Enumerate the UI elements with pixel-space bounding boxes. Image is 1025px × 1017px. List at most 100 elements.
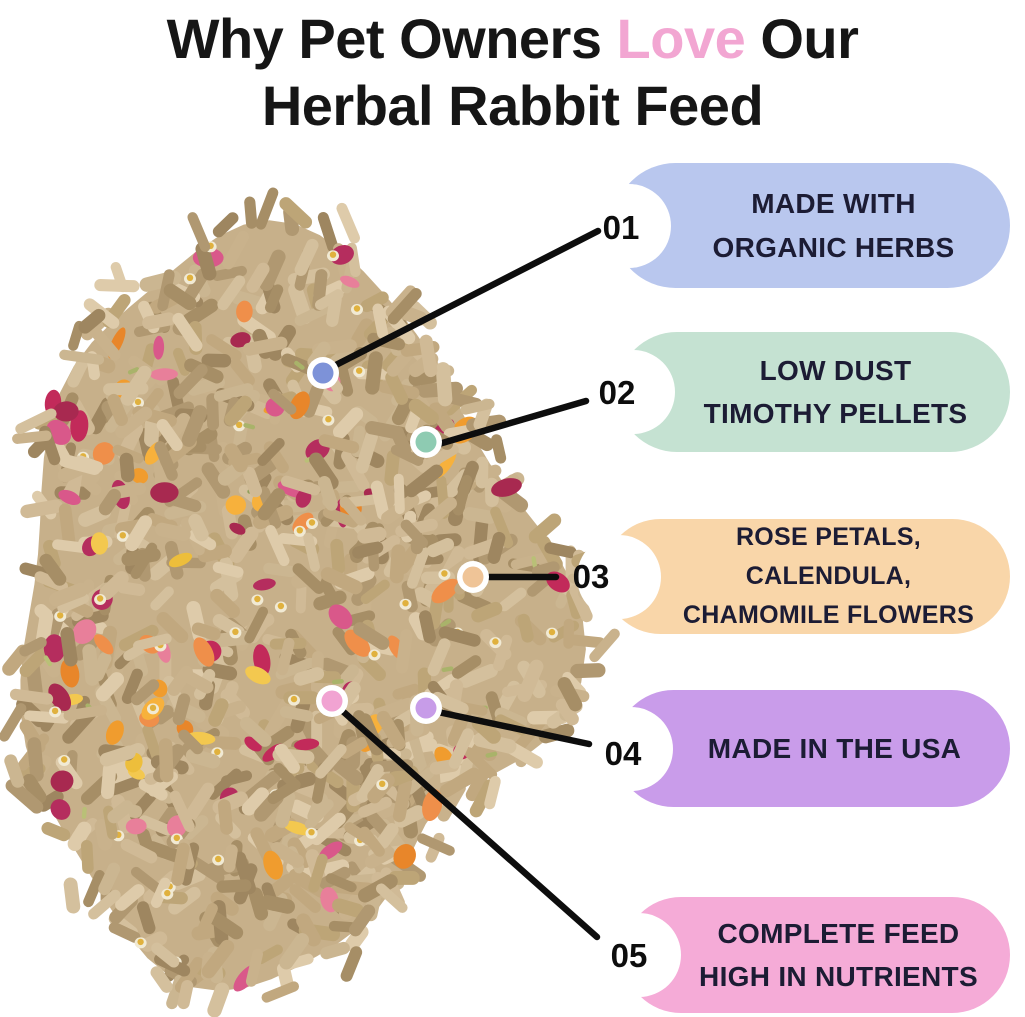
pellet bbox=[201, 939, 235, 979]
pellet bbox=[330, 538, 346, 575]
chamomile-center bbox=[215, 855, 222, 863]
pellet bbox=[385, 371, 409, 405]
pellet bbox=[427, 638, 451, 677]
pellet bbox=[211, 265, 247, 281]
petal bbox=[344, 629, 371, 657]
pellet bbox=[136, 901, 156, 935]
pellet bbox=[150, 877, 171, 908]
pellet bbox=[353, 622, 390, 650]
chamomile-center bbox=[290, 695, 298, 703]
callout-label-line1: MADE WITH bbox=[751, 188, 916, 220]
callout-notch-circle bbox=[597, 913, 681, 997]
callout-label: COMPLETE FEED HIGH IN NUTRIENTS bbox=[623, 897, 1010, 1013]
chamomile-center bbox=[149, 704, 157, 712]
petal bbox=[150, 482, 179, 503]
pellet bbox=[120, 365, 152, 406]
pellet bbox=[183, 815, 209, 840]
pellet bbox=[222, 230, 250, 270]
pellet bbox=[287, 837, 313, 868]
chamomile-center bbox=[371, 650, 378, 658]
pellet bbox=[293, 667, 325, 686]
callout-label-line2: CHAMOMILE FLOWERS bbox=[682, 600, 975, 629]
petal bbox=[294, 738, 320, 751]
pellet bbox=[246, 262, 270, 293]
pellet bbox=[195, 241, 217, 281]
pellet bbox=[57, 593, 90, 614]
petal bbox=[283, 820, 312, 836]
pellet bbox=[182, 268, 210, 304]
callout-pill-low-dust-pellets: LOW DUST TIMOTHY PELLETS bbox=[591, 332, 1010, 452]
pellet bbox=[99, 745, 136, 767]
petal bbox=[48, 683, 72, 712]
petal bbox=[153, 335, 165, 360]
pellet bbox=[276, 637, 295, 676]
pellet bbox=[207, 982, 230, 1017]
pellet bbox=[296, 913, 321, 947]
pellet bbox=[187, 212, 211, 252]
title-line1: Why Pet Owners Love Our bbox=[0, 5, 1025, 72]
chamomile-center bbox=[119, 532, 127, 539]
chamomile-center bbox=[379, 780, 386, 787]
pellet bbox=[5, 779, 44, 814]
pellet bbox=[39, 553, 67, 586]
pellet bbox=[370, 480, 390, 520]
pellet bbox=[270, 842, 305, 868]
pellet bbox=[490, 434, 507, 464]
pellet bbox=[294, 238, 319, 277]
pellet bbox=[267, 779, 301, 805]
pellet bbox=[4, 754, 25, 788]
herb bbox=[441, 666, 454, 673]
callout-label-line2: TIMOTHY PELLETS bbox=[703, 398, 968, 429]
pellet bbox=[493, 634, 513, 671]
petal bbox=[90, 532, 109, 555]
title-text-post: Our bbox=[760, 7, 859, 70]
petal bbox=[50, 770, 74, 792]
pellet bbox=[158, 738, 174, 783]
pellet bbox=[27, 737, 44, 782]
callout-label: MADE IN THE USA bbox=[615, 690, 1010, 807]
petal bbox=[431, 578, 460, 604]
pellet bbox=[83, 870, 106, 908]
pellet bbox=[177, 980, 194, 1010]
pellet bbox=[336, 202, 360, 244]
petal bbox=[131, 468, 149, 484]
pellet bbox=[216, 879, 252, 893]
pellet bbox=[19, 637, 47, 657]
pellet bbox=[110, 261, 128, 293]
pellet bbox=[201, 462, 231, 499]
chamomile-center bbox=[325, 416, 332, 423]
title-text-pre: Why Pet Owners bbox=[166, 7, 602, 70]
pellet bbox=[426, 538, 455, 558]
pellet bbox=[244, 196, 258, 229]
pellet bbox=[355, 430, 378, 474]
pellet bbox=[589, 628, 620, 663]
pellet bbox=[210, 588, 240, 619]
pellet bbox=[100, 762, 117, 800]
pellet bbox=[241, 787, 270, 816]
petal bbox=[105, 720, 124, 745]
pellet bbox=[88, 889, 121, 920]
pellet bbox=[400, 519, 429, 549]
chamomile-center bbox=[236, 421, 243, 428]
petal bbox=[43, 634, 66, 663]
chamomile-center bbox=[492, 638, 499, 645]
pellet bbox=[435, 362, 453, 407]
title-accent-word: Love bbox=[616, 7, 746, 70]
pellet bbox=[510, 552, 549, 570]
pellet bbox=[91, 651, 112, 682]
callout-pill-made-in-usa: MADE IN THE USA bbox=[589, 690, 1010, 807]
pellet bbox=[15, 408, 57, 435]
pellet bbox=[279, 933, 310, 970]
pellet bbox=[406, 547, 429, 589]
chamomile-center bbox=[232, 628, 239, 635]
pellet bbox=[212, 561, 244, 578]
pellet bbox=[120, 838, 158, 864]
pellet bbox=[181, 405, 208, 447]
pellet bbox=[115, 884, 145, 911]
pellet bbox=[244, 606, 269, 644]
pellet bbox=[517, 659, 544, 702]
pellet bbox=[206, 393, 220, 431]
petal bbox=[225, 495, 246, 515]
title-line2: Herbal Rabbit Feed bbox=[261, 74, 764, 138]
